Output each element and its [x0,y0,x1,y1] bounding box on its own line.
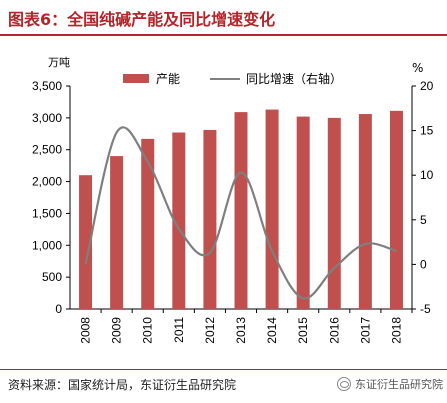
left-axis-unit: 万吨 [48,56,70,69]
right-tick-label: 0 [420,257,427,271]
bar-capacity [141,138,155,309]
chart-title: 图表6：全国纯碱产能及同比增速变化 [8,10,276,29]
bar-capacity [203,129,217,309]
left-tick-label: 1,500 [32,206,62,220]
legend-label-line: 同比增速（右轴） [246,71,342,86]
x-tick-label: 2018 [389,317,403,344]
bar-series [79,109,403,310]
title-divider [0,34,447,36]
x-tick-label: 2010 [141,317,155,344]
x-tick-label: 2017 [358,317,372,344]
x-tick-label: 2014 [265,317,279,344]
right-tick-label: 15 [420,124,434,138]
bar-capacity [296,116,310,309]
watermark: 东证衍生品研究院 [337,376,443,392]
x-tick-label: 2012 [203,317,217,344]
legend-label-bar: 产能 [156,72,180,86]
bar-capacity [389,110,403,309]
axes: 0 500 1,000 1,500 2,000 2,500 3,000 3,500 -5 0 5 10… [32,56,434,344]
left-tick-label: 3,000 [32,111,62,125]
left-tick-label: 2,000 [32,175,62,189]
bar-capacity [110,156,124,309]
source-note: 资料来源：国家统计局，东证衍生品研究院 [8,378,237,392]
left-tick-label: 3,500 [32,79,62,93]
line-growth [84,126,397,300]
right-tick-label: -5 [420,302,431,316]
line-series [84,126,397,300]
x-tick-label: 2013 [234,317,248,344]
left-tick-label: 0 [55,302,62,316]
x-tick-label: 2015 [296,317,310,344]
right-tick-label: 5 [420,213,427,227]
legend-swatch-bar [123,74,149,83]
chart: 0 500 1,000 1,500 2,000 2,500 3,000 3,500 -5 0 5 10… [32,56,434,344]
x-tick-label: 2011 [172,317,186,343]
right-tick-label: 20 [420,79,434,93]
left-tick-label: 1,000 [32,238,62,252]
x-tick-label: 2009 [110,317,124,344]
right-tick-label: 10 [420,168,434,182]
watermark-text: 东证衍生品研究院 [355,378,443,391]
bar-capacity [327,117,341,309]
bar-capacity [358,114,372,309]
bar-capacity [79,175,93,309]
bar-capacity [234,112,248,309]
right-axis-unit: % [412,61,423,75]
legend: 产能 同比增速（右轴） [123,71,342,86]
left-tick-label: 500 [42,270,62,284]
bar-capacity [265,109,279,310]
footer-divider [0,369,447,370]
bar-capacity [172,132,186,309]
x-tick-label: 2008 [79,317,93,344]
left-tick-label: 2,500 [32,143,62,157]
x-tick-label: 2016 [327,317,341,344]
wechat-icon [337,377,351,391]
